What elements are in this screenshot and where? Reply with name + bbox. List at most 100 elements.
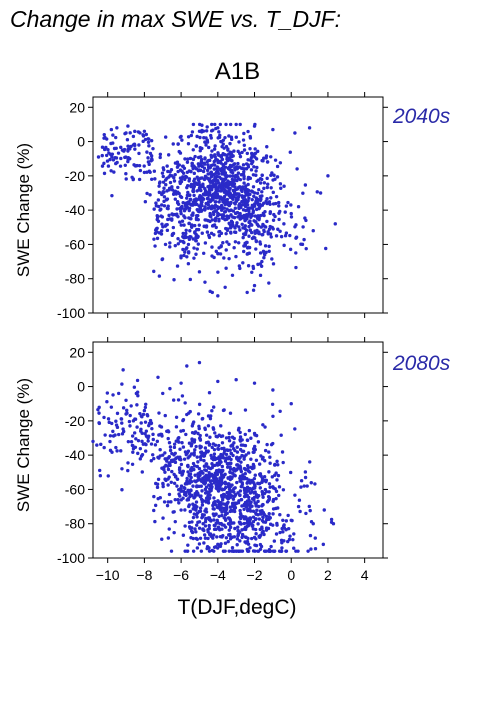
data-point [162,467,166,472]
data-point [278,294,282,298]
data-point [239,460,243,464]
data-point [207,517,212,521]
data-point [100,145,105,149]
data-point [212,209,217,214]
data-point [114,419,118,423]
data-point [143,405,148,410]
data-point [191,122,196,127]
data-point [97,421,102,426]
data-point [307,504,311,509]
data-point [247,224,251,229]
data-point [268,202,272,206]
data-point [206,163,210,167]
data-point [156,455,160,460]
data-point [106,148,110,152]
data-point [212,512,216,517]
data-point [212,549,216,553]
data-point [148,193,152,197]
data-point [246,175,251,180]
data-point [212,518,216,522]
data-point [241,261,245,265]
data-point [172,278,176,282]
data-point [192,507,196,511]
data-point [260,177,264,182]
data-point [135,425,139,429]
data-point [182,223,186,227]
data-point [262,532,266,537]
data-point [178,135,183,139]
data-point [187,193,192,197]
data-point [132,163,136,167]
data-point [273,462,277,467]
data-point [152,237,156,241]
data-point [228,525,233,530]
data-point [116,391,121,396]
data-point [227,152,231,156]
data-point [194,198,198,202]
data-point [226,465,230,469]
data-point [248,136,253,140]
data-point [166,153,171,157]
data-point [271,178,275,182]
data-point [227,431,231,436]
data-point [294,549,298,553]
data-point [208,166,212,170]
data-point [294,223,298,227]
data-point [214,486,218,491]
data-point [194,500,199,504]
data-point [247,211,251,216]
data-point [224,536,229,540]
data-point [198,536,203,540]
data-point [276,463,280,467]
data-point [231,223,235,227]
data-point [207,487,212,491]
data-point [286,526,291,531]
data-point [227,435,231,440]
data-point [182,457,187,461]
data-point [277,217,281,222]
data-point [265,219,269,224]
data-point [243,527,248,532]
data-point [197,542,202,546]
data-point [169,480,173,484]
data-point [289,215,294,219]
data-point [179,488,183,493]
data-point [265,176,269,181]
data-point [256,522,260,526]
data-point [238,539,242,543]
data-point [195,247,199,251]
data-point [190,213,194,217]
data-point [238,464,242,468]
scenario-title: A1B [214,58,261,85]
data-point [262,224,266,228]
data-point [188,216,192,221]
data-point [233,486,237,490]
data-point [210,245,214,249]
data-point [242,521,246,526]
data-point [133,417,138,421]
data-point [161,391,165,396]
y-tick-label: 0 [77,134,85,150]
data-point [102,415,106,420]
data-point [203,280,207,284]
data-point [228,223,233,227]
data-point [213,219,218,223]
data-point [159,425,164,429]
data-point [326,174,330,178]
data-point [181,445,186,449]
data-point [274,234,279,238]
data-point [251,190,255,194]
data-point [160,434,164,438]
data-point [176,398,181,402]
data-point [131,450,135,454]
data-point [299,485,303,489]
data-point [322,508,326,512]
data-point [227,256,231,261]
data-point [142,129,147,133]
data-point [293,493,297,497]
data-point [296,205,301,209]
data-point [292,546,296,550]
data-point [207,483,211,487]
data-point [231,197,235,202]
data-point [191,515,196,520]
